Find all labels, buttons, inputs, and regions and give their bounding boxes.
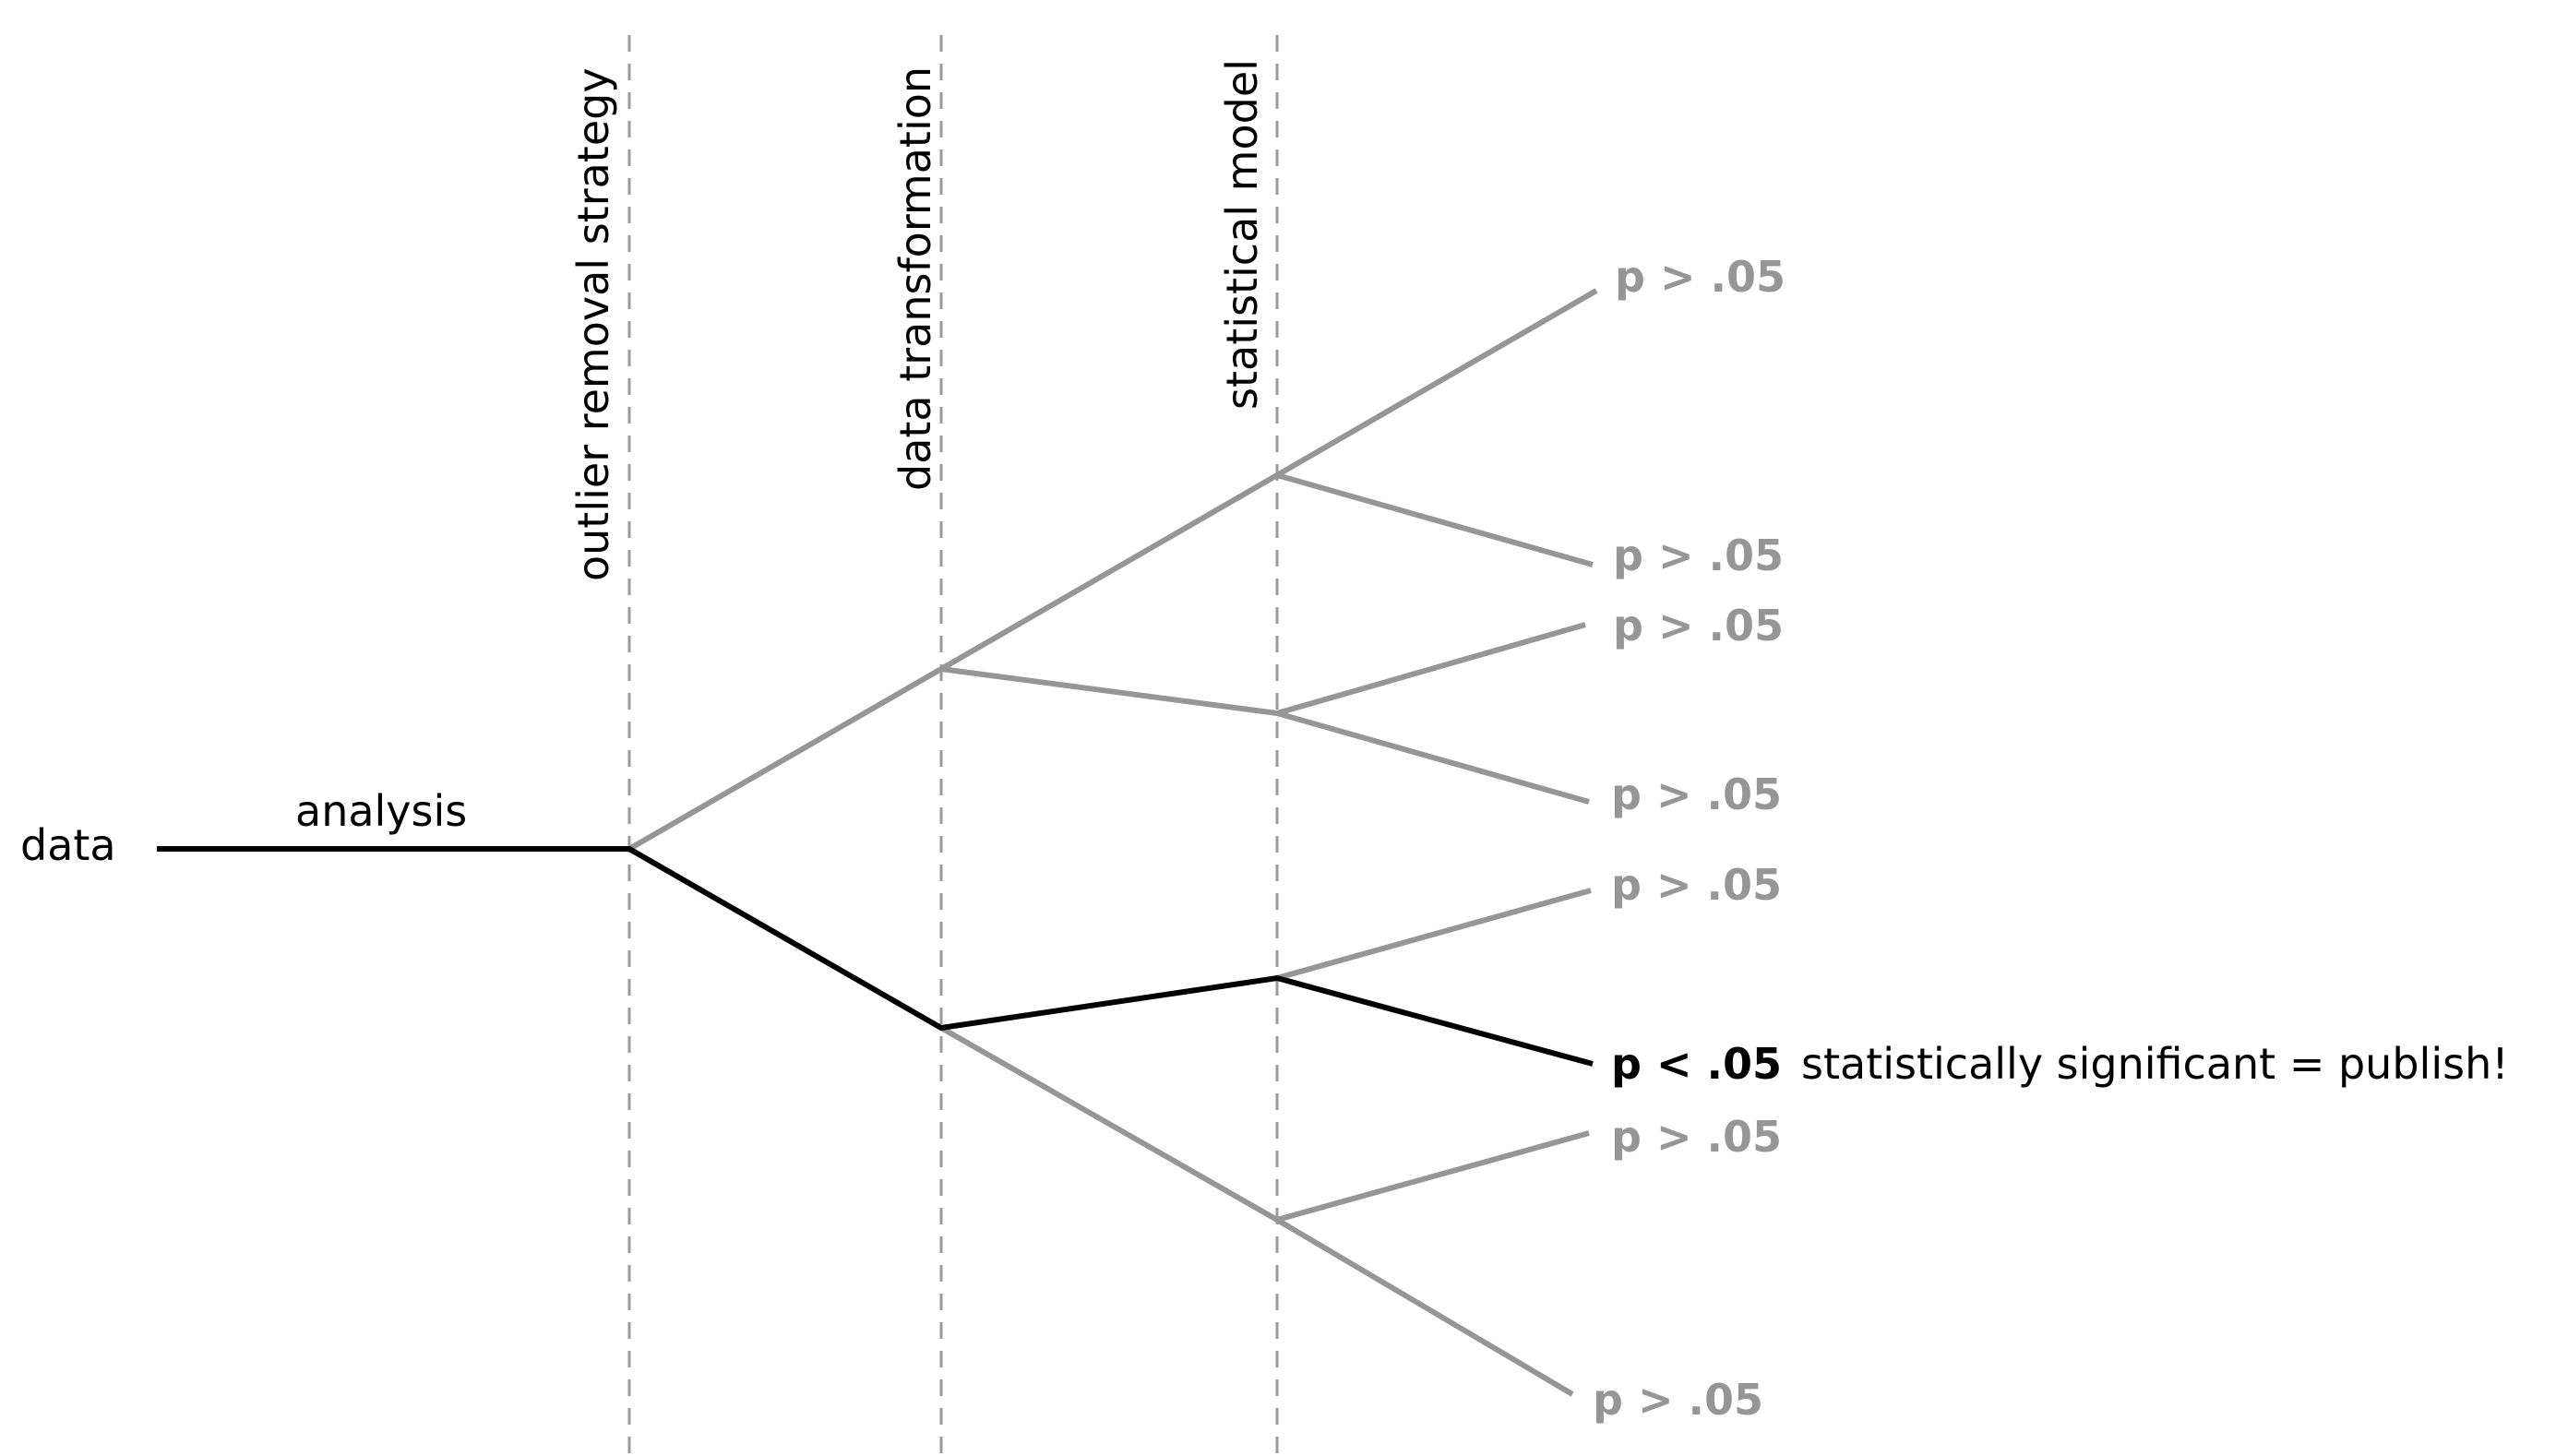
branch-upper-to-transform: [627, 666, 943, 852]
branch-outcome-4: [1276, 710, 1590, 805]
start-label: data: [20, 820, 116, 870]
branch-outcome-8: [1275, 1217, 1574, 1397]
stage-label-data-transformation: data transformation: [890, 66, 940, 491]
outcome-label-5: p > .05: [1611, 860, 1782, 910]
stage-label-statistical-model: statistical model: [1217, 59, 1267, 410]
branch-outcome-1: [1275, 288, 1598, 478]
branch-lower-lower-to-model: [939, 1025, 1279, 1223]
outcome-label-3: p > .05: [1613, 601, 1784, 650]
branch-outcome-7: [1276, 1130, 1590, 1223]
publish-note: statistically significant = publish!: [1801, 1039, 2509, 1089]
outcome-label-1: p > .05: [1615, 252, 1786, 302]
branch-outcome-3: [1276, 622, 1586, 716]
outcome-label-8: p > .05: [1593, 1375, 1763, 1425]
outcome-label-4: p > .05: [1611, 770, 1782, 819]
branch-upper-upper-to-model: [939, 472, 1279, 672]
branch-outcome-5: [1276, 888, 1592, 981]
outcome-label-significant: p < .05: [1611, 1039, 1782, 1089]
branch-outcome-2: [1276, 472, 1594, 567]
highlighted-path: [157, 846, 1594, 1067]
outcome-label-7: p > .05: [1611, 1112, 1782, 1162]
trunk-label: analysis: [295, 786, 467, 836]
outcome-label-2: p > .05: [1613, 531, 1784, 580]
branch-upper-lower-to-model: [940, 666, 1278, 716]
stage-label-outlier-removal: outlier removal strategy: [568, 67, 618, 581]
